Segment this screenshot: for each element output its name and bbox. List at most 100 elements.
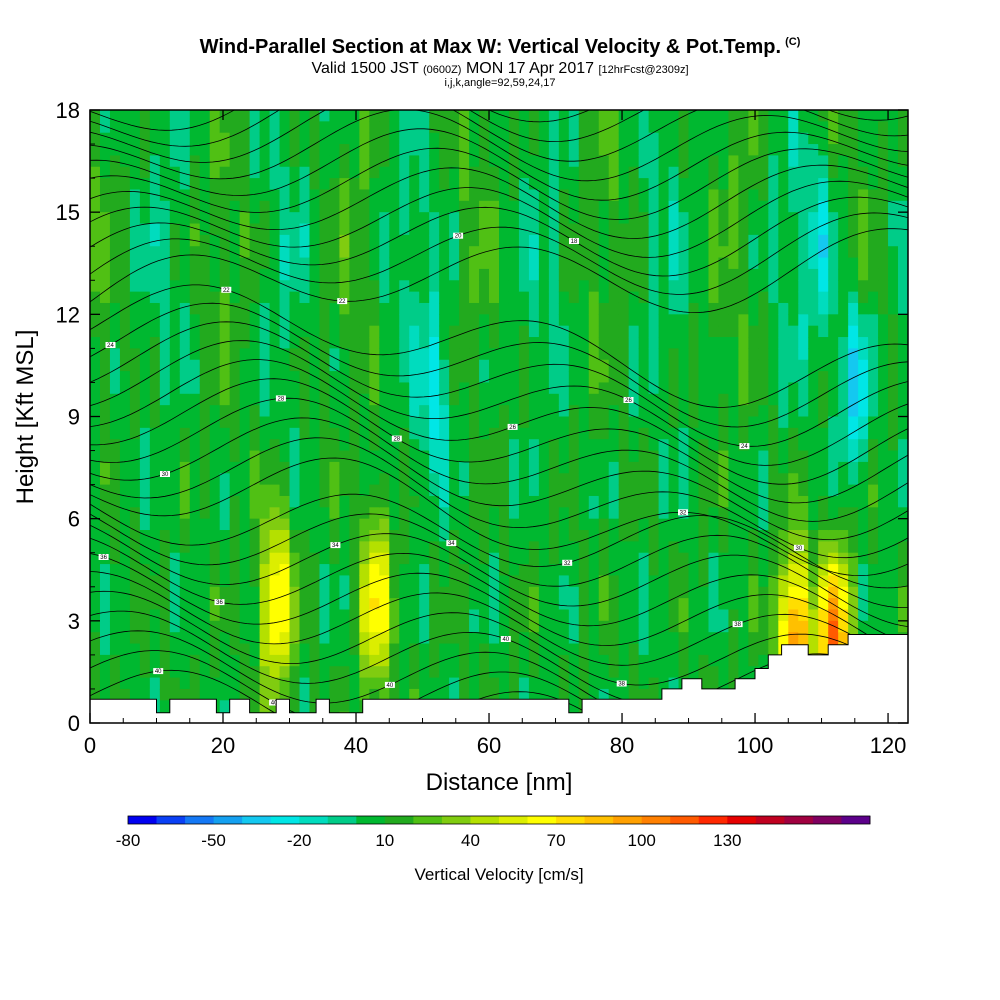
velocity-cell [469,110,480,122]
velocity-cell [598,450,610,463]
velocity-cell [99,189,111,202]
velocity-cell [359,688,370,701]
velocity-cell [249,473,261,486]
x-tick-label: 120 [870,733,907,758]
velocity-cell [289,325,301,338]
velocity-cell [429,382,440,395]
velocity-cell [349,677,360,690]
velocity-cell [239,178,251,191]
velocity-cell [209,439,221,452]
velocity-cell [289,495,301,508]
velocity-cell [578,302,590,315]
velocity-cell [99,110,111,122]
velocity-cell [189,654,201,667]
velocity-cell [678,280,690,293]
velocity-cell [588,166,600,179]
velocity-cell [778,439,789,452]
velocity-cell [169,166,181,179]
velocity-cell [339,632,350,645]
velocity-cell [638,337,650,349]
velocity-cell [149,189,161,202]
velocity-cell [798,189,809,202]
velocity-cell [668,325,680,338]
velocity-cell [309,666,321,679]
velocity-cell [459,144,470,157]
contour-label-box [214,599,225,606]
velocity-cell [828,325,839,338]
velocity-cell [439,405,450,418]
velocity-cell [798,121,809,134]
colorbar-swatch [784,816,814,824]
velocity-cell [119,314,131,327]
velocity-cell [608,632,620,645]
velocity-cell [518,473,530,486]
velocity-cell [299,416,311,429]
velocity-cell [129,257,141,270]
velocity-cell [219,348,231,361]
velocity-cell [748,359,759,372]
velocity-cell [279,337,291,349]
velocity-cell [808,495,819,508]
velocity-cell [638,234,650,247]
velocity-cell [469,280,480,293]
velocity-cell [538,144,550,157]
velocity-cell [479,393,490,406]
velocity-cell [279,178,291,191]
velocity-cell [499,302,510,315]
velocity-cell [888,530,899,542]
velocity-cell [489,632,500,645]
velocity-cell [99,302,111,315]
velocity-cell [449,121,460,134]
contour-line [90,110,908,182]
velocity-cell [888,609,899,622]
contour-label-box [98,554,109,560]
velocity-cell [149,473,161,486]
velocity-cell [469,314,480,327]
velocity-cell [558,495,570,508]
velocity-cell [628,654,640,667]
velocity-cell [249,598,261,611]
velocity-cell [708,530,720,542]
velocity-cell [718,564,730,577]
velocity-cell [788,200,799,213]
velocity-cell [489,575,500,588]
velocity-cell [738,280,749,293]
velocity-cell [628,166,640,179]
velocity-cell [768,314,779,327]
colorbar-swatch [156,816,186,824]
velocity-cell [528,564,540,577]
velocity-cell [868,371,879,384]
velocity-cell [738,359,749,372]
velocity-cell [778,598,789,611]
velocity-cell [249,439,261,452]
velocity-cell [688,586,700,599]
velocity-cell [568,654,580,667]
contour-label: 38 [734,622,741,628]
velocity-cell [708,268,720,281]
velocity-cell [479,473,490,486]
velocity-cell [748,473,759,486]
velocity-cell [698,518,710,531]
velocity-cell [329,371,340,384]
velocity-cell [778,144,789,157]
velocity-cell [479,654,490,667]
velocity-cell [99,268,111,281]
velocity-cell [199,325,211,338]
velocity-cell [109,461,121,474]
velocity-cell [429,439,440,452]
contour-label-box [391,435,402,442]
velocity-cell [758,302,769,315]
velocity-cell [399,518,410,531]
velocity-cell [129,280,141,293]
velocity-cell [788,212,799,225]
velocity-cell [239,609,251,622]
velocity-cell [588,461,600,474]
velocity-cell [638,609,650,622]
velocity-cell [469,359,480,372]
velocity-cell [419,268,430,281]
contour-label: 36 [100,555,107,561]
velocity-cell [818,359,829,372]
velocity-cell [878,541,889,554]
velocity-cell [90,427,101,440]
velocity-cell [299,166,311,179]
